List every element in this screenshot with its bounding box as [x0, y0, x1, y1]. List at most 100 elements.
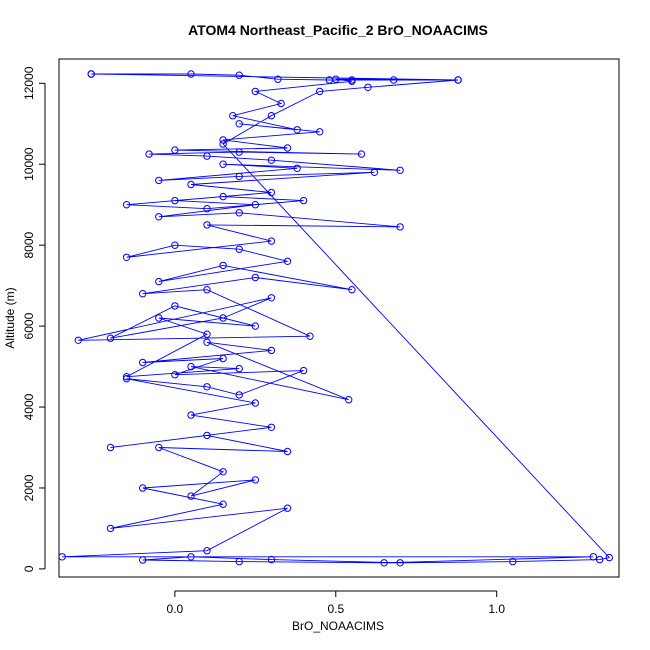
- data-point: [171, 241, 179, 249]
- data-point: [171, 302, 179, 310]
- data-point: [219, 500, 227, 508]
- data-point: [251, 201, 260, 209]
- data-point: [293, 164, 301, 173]
- data-point: [139, 290, 147, 298]
- data-point: [235, 148, 243, 156]
- data-point: [251, 87, 260, 96]
- data-point: [219, 314, 227, 322]
- data-point: [306, 332, 314, 340]
- data-point: [187, 411, 195, 419]
- x-tick-label: 0.5: [327, 602, 344, 616]
- data-point: [155, 314, 163, 322]
- data-point: [106, 334, 115, 342]
- y-tick-label: 6000: [22, 312, 36, 339]
- data-point: [396, 166, 404, 175]
- data-point: [267, 346, 276, 355]
- data-point: [155, 443, 163, 452]
- data-point: [345, 396, 353, 404]
- data-point: [145, 150, 153, 158]
- data-point: [235, 364, 243, 373]
- data-point: [122, 375, 131, 383]
- data-point: [277, 99, 285, 108]
- data-point: [122, 201, 131, 209]
- data-point: [139, 556, 147, 564]
- data-point: [454, 76, 462, 84]
- x-axis: 0.0 0.5 1.0: [167, 590, 505, 616]
- series-line: [62, 73, 611, 564]
- data-point: [283, 447, 292, 456]
- data-point: [219, 140, 227, 148]
- data-point: [171, 371, 179, 379]
- data-point: [348, 77, 356, 86]
- data-point: [509, 557, 517, 566]
- data-point: [235, 172, 243, 181]
- data-point: [219, 354, 227, 363]
- data-point: [274, 75, 282, 83]
- data-point: [219, 160, 227, 168]
- data-point: [235, 71, 243, 79]
- y-tick-label: 8000: [22, 231, 36, 258]
- data-point: [235, 391, 243, 399]
- data-point: [235, 245, 243, 253]
- data-point: [267, 112, 276, 120]
- data-point: [251, 476, 260, 484]
- data-point: [139, 484, 147, 492]
- data-point: [106, 524, 115, 533]
- data-point: [219, 192, 227, 201]
- chart-title: ATOM4 Northeast_Pacific_2 BrO_NOAACIMS: [188, 22, 488, 38]
- data-point: [203, 286, 211, 294]
- data-point: [74, 336, 83, 344]
- data-point: [267, 237, 276, 245]
- data-point: [203, 383, 211, 391]
- data-point: [235, 557, 243, 566]
- x-tick-label: 1.0: [488, 602, 505, 616]
- data-point: [251, 399, 260, 407]
- data-point: [316, 128, 324, 136]
- x-axis-label: BrO_NOAACIMS: [292, 619, 384, 633]
- data-point: [396, 559, 404, 567]
- y-axis-label: Altitude (m): [3, 287, 17, 348]
- data-point: [139, 358, 147, 367]
- data-point: [171, 146, 179, 154]
- data-point: [267, 156, 276, 164]
- data-point: [299, 366, 308, 375]
- y-tick-label: 10000: [22, 147, 36, 181]
- y-tick-label: 0: [22, 565, 36, 572]
- data-point: [203, 152, 211, 160]
- data-point: [364, 83, 372, 92]
- data-point: [58, 553, 66, 561]
- data-point: [380, 559, 388, 567]
- data-point: [293, 126, 301, 134]
- data-point: [155, 277, 163, 286]
- data-point: [187, 70, 195, 78]
- y-tick-label: 4000: [22, 393, 36, 420]
- data-point: [589, 553, 597, 561]
- data-point: [251, 273, 260, 282]
- data-point: [106, 443, 115, 452]
- data-point: [390, 76, 398, 84]
- data-point: [203, 330, 211, 338]
- data-point: [203, 547, 211, 555]
- data-point: [203, 431, 211, 440]
- data-point: [267, 555, 276, 564]
- plot-frame: [58, 58, 620, 578]
- data-point: [370, 168, 379, 177]
- data-point: [187, 553, 195, 561]
- data-point: [229, 112, 237, 120]
- data-point: [283, 257, 292, 265]
- data-point: [171, 196, 179, 205]
- data-point: [299, 196, 308, 205]
- data-point: [203, 221, 211, 229]
- data-point: [357, 150, 366, 158]
- data-point: [219, 261, 227, 270]
- y-axis: 0 2000 4000 6000 8000 10000 12000: [22, 66, 46, 572]
- data-point: [251, 322, 260, 330]
- data-point: [187, 492, 195, 500]
- data-point: [348, 286, 356, 294]
- y-tick-label: 12000: [22, 66, 36, 100]
- data-point: [332, 75, 340, 83]
- data-point: [267, 188, 276, 197]
- x-tick-label: 0.0: [167, 602, 184, 616]
- data-point: [596, 555, 604, 564]
